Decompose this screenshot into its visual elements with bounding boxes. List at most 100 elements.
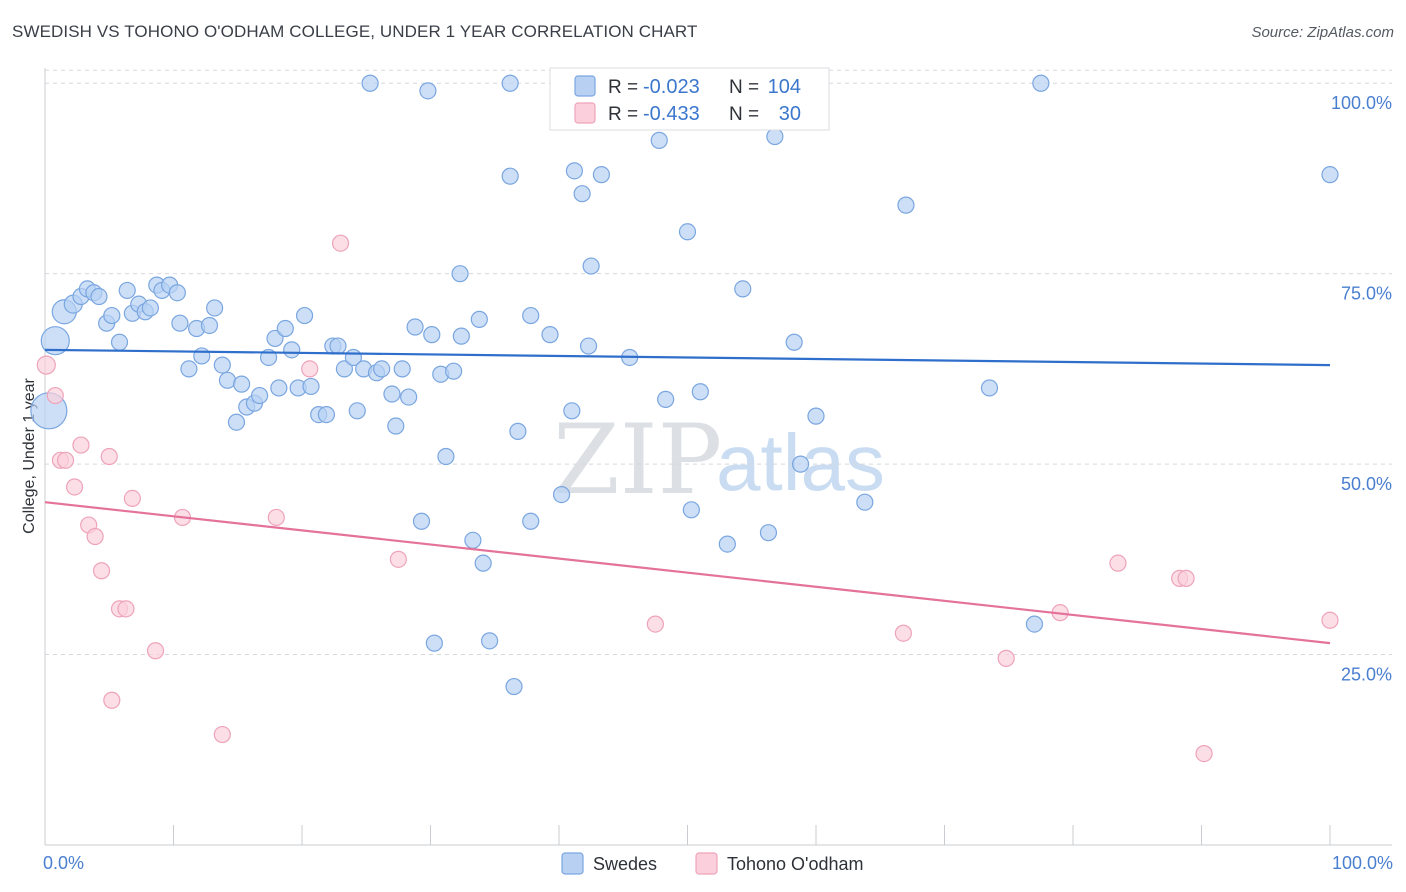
swedes-point-68 <box>541 326 559 344</box>
tohono-point-7 <box>86 527 104 546</box>
swedes-point-19 <box>168 284 186 302</box>
swedes-point-102 <box>505 677 523 696</box>
swedes-point-20 <box>171 314 189 332</box>
swedes-point-101 <box>481 632 499 650</box>
swedes-point-53 <box>387 417 405 435</box>
legend-n-label-swedes: N = <box>729 77 759 98</box>
swedes-point-100 <box>425 634 443 652</box>
x-axis-tick-labels: 0.0% 100.0% <box>43 853 1393 873</box>
x-tick-label-max: 100.0% <box>1332 853 1393 873</box>
swedes-point-84 <box>734 280 752 298</box>
swedes-point-54 <box>393 360 411 378</box>
tohono-point-9 <box>100 447 118 466</box>
swedes-point-91 <box>897 196 915 214</box>
swedes-point-63 <box>470 310 488 328</box>
y-tick-label-1: 50.0% <box>1341 474 1392 494</box>
swedes-point-97 <box>464 531 482 549</box>
tohono-point-25 <box>1109 554 1127 572</box>
swedes-point-93 <box>1025 615 1044 633</box>
swedes-point-36 <box>276 319 294 338</box>
swedes-point-47 <box>348 402 366 420</box>
swedes-point-7 <box>90 287 108 306</box>
swedes-point-80 <box>678 223 697 241</box>
swedes-point-82 <box>691 383 709 401</box>
tohono-point-22 <box>894 624 912 642</box>
swedes-point-86 <box>766 127 784 146</box>
swedes-point-69 <box>552 485 571 504</box>
swedes-point-37 <box>283 341 301 359</box>
swedes-point-28 <box>227 413 246 431</box>
tohono-point-18 <box>301 360 319 378</box>
swedes-point-72 <box>573 185 591 203</box>
source-label: Source: ZipAtlas.com <box>1251 24 1394 41</box>
swedes-point-10 <box>110 333 129 351</box>
trend-lines <box>44 348 1331 645</box>
swedes-point-24 <box>200 316 219 335</box>
swedes-point-87 <box>785 333 803 351</box>
legend-n-value-tohono: 30 <box>779 103 801 125</box>
swedes-point-35 <box>270 379 288 397</box>
swedes-point-88 <box>791 455 810 473</box>
tohono-point-27 <box>1177 569 1195 587</box>
tohono-point-20 <box>389 550 407 568</box>
swedes-point-85 <box>759 524 778 542</box>
swedes-point-25 <box>206 299 224 317</box>
swedes-point-95 <box>1321 166 1339 184</box>
tohono-point-23 <box>997 649 1015 667</box>
tohono-point-16 <box>213 725 231 744</box>
tohono-point-0 <box>36 355 56 375</box>
swedes-point-23 <box>193 347 211 365</box>
swedes-point-51 <box>373 360 391 378</box>
bottom-legend-label-swedes: Swedes <box>593 854 657 874</box>
series-legend: Swedes Tohono O'odham <box>561 852 864 875</box>
swedes-point-9 <box>103 306 121 325</box>
swedes-point-62 <box>452 327 470 345</box>
swedes-point-61 <box>451 265 469 283</box>
y-tick-label-0: 25.0% <box>1341 665 1392 685</box>
bottom-legend-label-tohono: Tohono O'odham <box>727 854 864 874</box>
swedes-point-92 <box>980 379 999 397</box>
x-axis-ticks <box>44 825 1331 845</box>
swedes-point-65 <box>501 74 519 92</box>
legend-r-value-tohono: -0.433 <box>643 103 700 125</box>
series-tohono-points <box>36 234 1339 763</box>
swedes-point-27 <box>218 371 237 389</box>
tohono-point-4 <box>65 478 84 496</box>
series-swedes-points <box>30 74 1339 696</box>
y-tick-label-3: 100.0% <box>1331 93 1392 113</box>
tohono-point-8 <box>92 562 111 580</box>
legend-swatch-tohono <box>574 102 596 124</box>
swedes-point-66 <box>509 422 527 440</box>
tohono-point-12 <box>117 600 135 618</box>
swedes-point-26 <box>213 356 231 374</box>
swedes-point-42 <box>317 406 336 424</box>
swedes-point-64 <box>501 167 519 185</box>
swedes-point-44 <box>329 337 347 355</box>
swedes-point-15 <box>141 299 159 317</box>
tohono-point-19 <box>331 234 350 252</box>
stats-legend: R = -0.023 N = 104 R = -0.433 N = 30 <box>549 67 830 131</box>
legend-r-label-swedes: R = <box>608 77 638 98</box>
swedes-point-99 <box>522 512 540 530</box>
tohono-point-29 <box>1321 611 1339 629</box>
swedes-point-98 <box>474 554 492 572</box>
swedes-point-21 <box>180 360 198 378</box>
swedes-point-75 <box>592 166 611 184</box>
swedes-point-71 <box>565 162 584 180</box>
swedes-point-89 <box>807 407 825 425</box>
swedes-point-11 <box>118 281 136 300</box>
swedes-point-70 <box>563 402 581 420</box>
tohono-point-13 <box>123 489 141 507</box>
swedes-point-83 <box>718 535 736 553</box>
swedes-point-79 <box>657 390 675 408</box>
swedes-point-74 <box>582 257 600 275</box>
tohono-trend-line <box>44 501 1331 645</box>
swedes-point-29 <box>233 375 251 393</box>
legend-n-value-swedes: 104 <box>768 76 801 98</box>
swedes-point-94 <box>1032 74 1050 92</box>
y-axis-tick-labels: 25.0% 50.0% 75.0% 100.0% <box>1331 93 1392 684</box>
swedes-point-90 <box>856 493 874 511</box>
tohono-point-1 <box>46 386 64 405</box>
swedes-point-55 <box>400 388 418 406</box>
swedes-point-103 <box>419 82 437 100</box>
